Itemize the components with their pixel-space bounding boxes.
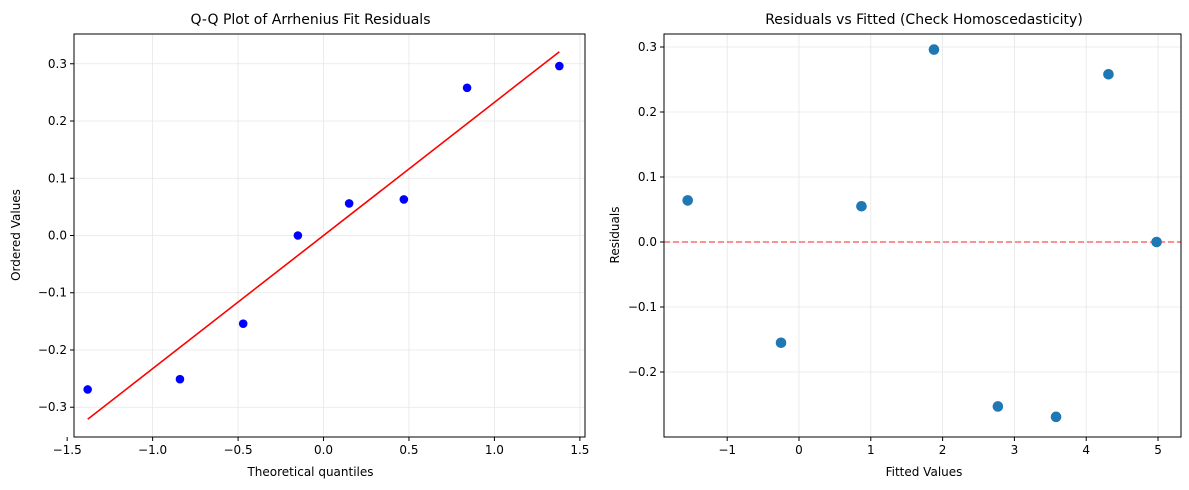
resid-xtick-label: 3	[1011, 443, 1019, 457]
qq-data-point	[293, 231, 303, 240]
resid-xtick-label: 2	[939, 443, 947, 457]
qq-ytick-label: 0.2	[48, 114, 67, 128]
qq-plot-xlabel: Theoretical quantiles	[246, 465, 373, 479]
qq-data-point	[238, 319, 248, 328]
qq-ytick-label: −0.1	[38, 286, 67, 300]
qq-xtick-label: −1.5	[53, 443, 82, 457]
resid-ytick-label: 0.0	[638, 235, 657, 249]
resid-axes-frame	[663, 33, 1182, 438]
resid-data-point	[992, 401, 1004, 412]
qq-plot-title: Q-Q Plot of Arrhenius Fit Residuals	[191, 12, 431, 28]
residuals-plot-ylabel: Residuals	[608, 207, 622, 264]
resid-ytick-label: 0.1	[638, 170, 657, 184]
qq-ytick-label: 0.0	[48, 229, 67, 243]
qq-xtick-label: 0.0	[314, 443, 333, 457]
resid-data-point	[682, 195, 693, 206]
resid-ytick-label: −0.1	[628, 300, 657, 314]
resid-ytick-label: 0.3	[638, 40, 657, 54]
resid-xtick-label: 5	[1154, 443, 1162, 457]
resid-xtick-label: −1	[718, 443, 736, 457]
resid-data-point	[775, 337, 787, 349]
qq-data-point	[555, 61, 564, 71]
resid-data-point	[928, 44, 940, 55]
residuals-plot-xlabel: Fitted Values	[886, 465, 963, 479]
resid-data-point	[1151, 236, 1162, 248]
qq-xtick-label: 1.5	[570, 443, 589, 457]
qq-xtick-label: 0.5	[399, 443, 418, 457]
residuals-vs-fitted-panel: Residuals vs Fitted (Check Homoscedastic…	[608, 12, 1182, 479]
qq-ytick-label: −0.2	[38, 343, 67, 357]
resid-ytick-label: 0.2	[638, 105, 657, 119]
qq-ytick-label: −0.3	[38, 400, 67, 414]
qq-plot-ylabel: Ordered Values	[9, 189, 23, 281]
qq-xtick-label: −1.0	[138, 443, 167, 457]
resid-data-point	[1050, 411, 1062, 423]
qq-data-point	[175, 374, 185, 384]
resid-data-point	[1103, 69, 1114, 80]
qq-data-point	[462, 83, 472, 93]
qq-data-point	[399, 195, 409, 204]
resid-xtick-label: 1	[867, 443, 875, 457]
qq-fit-line	[87, 51, 560, 420]
qq-xtick-label: −0.5	[223, 443, 252, 457]
qq-data-point	[344, 199, 354, 208]
resid-data-point	[856, 200, 867, 212]
qq-ytick-label: 0.1	[48, 171, 67, 185]
qq-xtick-label: 1.0	[485, 443, 504, 457]
qq-data-point	[83, 385, 92, 394]
resid-xtick-label: 0	[795, 443, 803, 457]
resid-xtick-label: 4	[1082, 443, 1090, 457]
qq-ytick-label: 0.3	[48, 57, 67, 71]
qq-plot-panel: Q-Q Plot of Arrhenius Fit Residuals Theo…	[9, 12, 589, 479]
resid-ytick-label: −0.2	[628, 365, 657, 379]
residuals-plot-title: Residuals vs Fitted (Check Homoscedastic…	[765, 12, 1083, 28]
